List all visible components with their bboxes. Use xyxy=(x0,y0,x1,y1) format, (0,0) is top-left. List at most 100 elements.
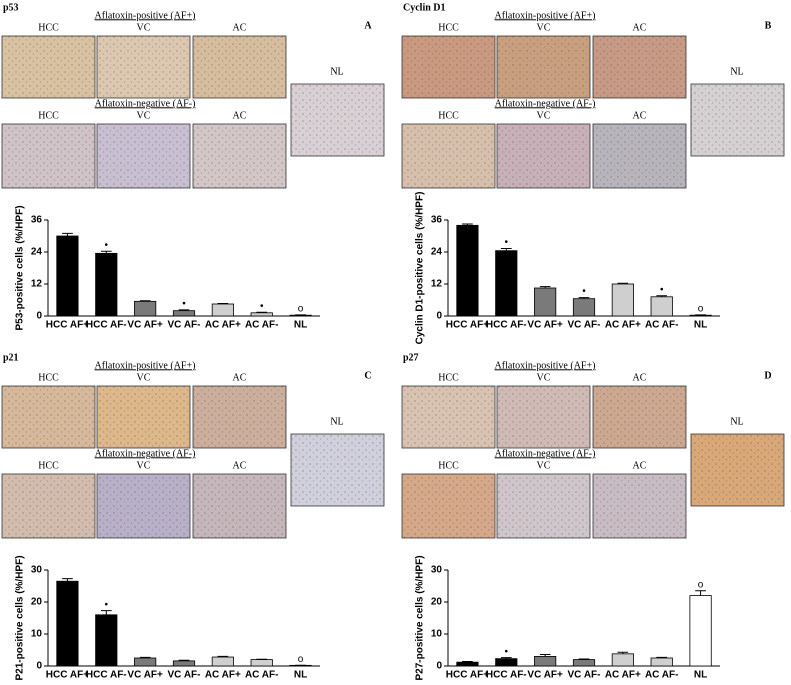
y-tick-label: 10 xyxy=(31,629,43,640)
error-bar xyxy=(62,578,73,582)
error-bar xyxy=(539,286,551,288)
micrograph-texture xyxy=(97,474,190,538)
image-label: AC xyxy=(233,22,247,33)
micrograph-texture xyxy=(593,386,686,448)
image-label: HCC xyxy=(38,460,59,471)
micrograph-texture xyxy=(2,474,95,538)
error-bar xyxy=(100,250,112,254)
bar xyxy=(56,580,79,667)
group-label: Aflatoxin-positive (AF+) xyxy=(495,10,596,21)
y-tick-label: 30 xyxy=(31,565,43,576)
error-bar xyxy=(539,653,551,657)
x-tick-label: AC AF+ xyxy=(605,670,641,681)
x-tick-label: HCC AF- xyxy=(486,670,527,681)
bar xyxy=(611,283,634,317)
image-label: HCC xyxy=(438,110,459,121)
x-tick-label: HCC AF+ xyxy=(46,670,89,681)
x-tick-label: VC AF- xyxy=(168,320,201,331)
image-label: AC xyxy=(233,372,247,383)
group-label: Aflatoxin-negative (AF-) xyxy=(95,98,196,109)
x-tick-label: AC AF- xyxy=(245,670,279,681)
micrograph-texture xyxy=(402,124,495,188)
significance-marker: • xyxy=(660,284,664,295)
significance-marker: • xyxy=(505,646,509,657)
bar xyxy=(495,658,518,667)
bar xyxy=(495,250,518,317)
significance-marker: o xyxy=(698,304,704,315)
bar xyxy=(211,303,234,317)
group-label: Aflatoxin-negative (AF-) xyxy=(95,448,196,459)
bar xyxy=(134,657,157,667)
x-tick-label: AC AF+ xyxy=(605,320,641,331)
y-tick-label: 10 xyxy=(431,629,443,640)
error-bar xyxy=(578,297,590,299)
panel-letter: C xyxy=(364,370,371,381)
error-bar xyxy=(178,309,190,311)
x-tick-label: NL xyxy=(694,320,707,331)
x-tick-label: VC AF- xyxy=(168,670,201,681)
significance-marker: • xyxy=(182,299,186,310)
y-axis-label: Cyclin D1-positive cells (%/HPF) xyxy=(415,192,426,345)
bar xyxy=(611,653,634,667)
error-bar xyxy=(578,658,590,660)
x-tick-label: VC AF- xyxy=(568,670,601,681)
micrograph-texture xyxy=(402,474,495,538)
y-axis-label: P27-positive cells (%/HPF) xyxy=(415,555,426,680)
y-axis-label: P53-positive cells (%/HPF) xyxy=(15,205,26,330)
x-tick-label: VC AF- xyxy=(568,320,601,331)
panel-letter: B xyxy=(765,20,772,31)
error-bar xyxy=(217,302,229,304)
x-tick-label: NL xyxy=(294,670,307,681)
image-label: VC xyxy=(537,460,551,471)
x-tick-label: AC AF- xyxy=(645,670,679,681)
error-bar xyxy=(656,656,668,658)
image-label: VC xyxy=(137,22,151,33)
error-bar xyxy=(100,610,112,615)
x-tick-label: AC AF- xyxy=(245,320,279,331)
protein-label: p21 xyxy=(3,352,19,363)
y-tick-label: 24 xyxy=(31,247,43,258)
x-tick-label: HCC AF+ xyxy=(446,670,489,681)
error-bar xyxy=(139,300,151,302)
x-tick-label: NL xyxy=(694,670,707,681)
micrograph-texture xyxy=(291,84,384,156)
image-label: HCC xyxy=(38,110,59,121)
image-label: AC xyxy=(233,110,247,121)
significance-marker: • xyxy=(582,286,586,297)
x-tick-label: HCC AF+ xyxy=(446,320,489,331)
y-axis-label: P21-positive cells (%/HPF) xyxy=(15,555,26,680)
x-tick-label: VC AF+ xyxy=(127,320,163,331)
micrograph-texture xyxy=(402,386,495,448)
error-bar xyxy=(62,232,73,236)
group-label: Aflatoxin-positive (AF+) xyxy=(95,360,196,371)
x-tick-label: AC AF+ xyxy=(205,670,241,681)
bar xyxy=(456,661,479,667)
image-label: HCC xyxy=(438,22,459,33)
x-tick-label: HCC AF- xyxy=(486,320,527,331)
x-tick-label: HCC AF+ xyxy=(46,320,89,331)
protein-label: Cyclin D1 xyxy=(403,2,446,13)
micrograph-texture xyxy=(691,84,784,156)
normal-label: NL xyxy=(330,66,343,77)
y-tick-label: 36 xyxy=(31,215,43,226)
image-label: AC xyxy=(633,372,647,383)
significance-marker: o xyxy=(298,304,304,315)
x-tick-label: HCC AF- xyxy=(86,670,127,681)
significance-marker: o xyxy=(298,654,304,665)
y-tick-label: 0 xyxy=(436,661,442,672)
bar xyxy=(534,287,557,317)
x-tick-label: VC AF+ xyxy=(527,670,563,681)
micrograph-texture xyxy=(193,474,286,538)
bar xyxy=(211,656,234,667)
micrograph-texture xyxy=(593,124,686,188)
protein-label: p27 xyxy=(403,352,419,363)
normal-label: NL xyxy=(730,416,743,427)
normal-label: NL xyxy=(730,66,743,77)
bar xyxy=(134,300,157,317)
bar xyxy=(56,235,79,317)
y-tick-label: 30 xyxy=(431,565,443,576)
y-tick-label: 20 xyxy=(31,597,43,608)
image-label: AC xyxy=(233,460,247,471)
micrograph-texture xyxy=(497,124,590,188)
significance-marker: • xyxy=(105,240,109,251)
